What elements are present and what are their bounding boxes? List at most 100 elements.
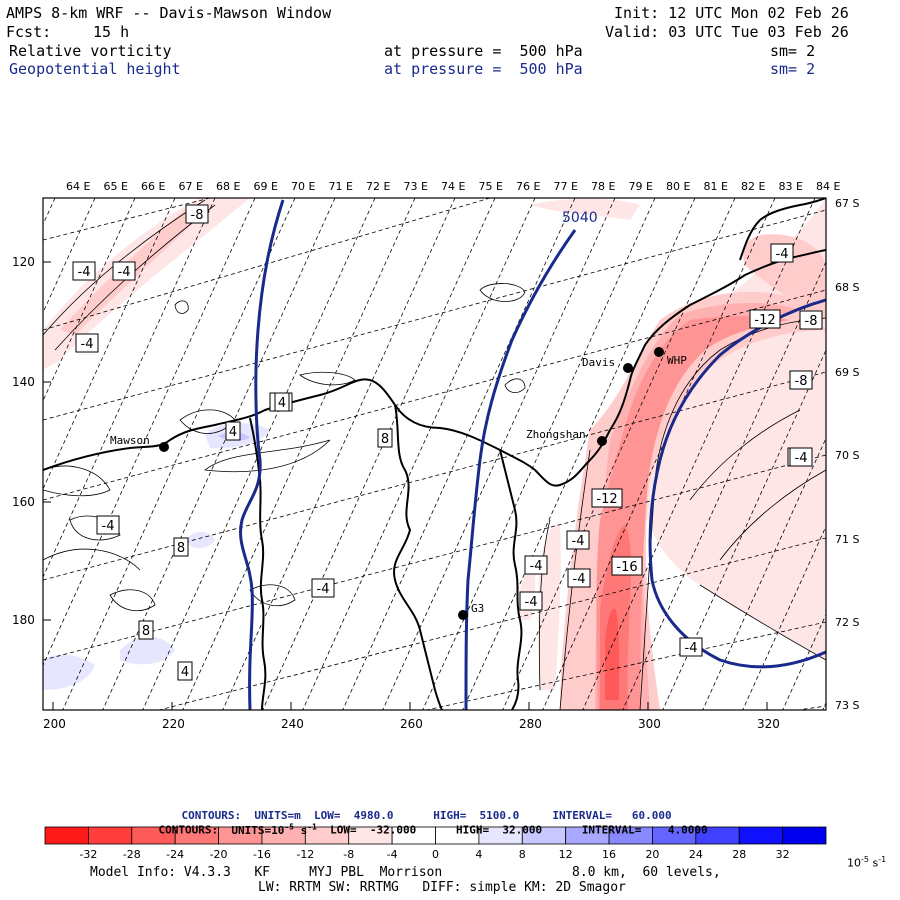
vort-label-box xyxy=(185,204,209,224)
vort-contour xyxy=(504,378,526,393)
latitude-label: 68 S xyxy=(835,281,859,294)
vort-label: 4 xyxy=(229,425,237,440)
colorbar-swatch xyxy=(87,826,133,845)
left-axis-label: 140 xyxy=(12,375,35,389)
longitude-label: 74 E xyxy=(441,180,465,193)
longitude-label: 78 E xyxy=(591,180,615,193)
lon-line xyxy=(262,198,496,710)
lon-line xyxy=(542,198,776,710)
latitude-label: 69 S xyxy=(835,366,859,379)
longitude-label: 75 E xyxy=(479,180,503,193)
vort-label: -4 xyxy=(685,641,698,656)
longitude-label: 68 E xyxy=(216,180,240,193)
station-label-whp: WHP xyxy=(667,354,687,367)
station-markers xyxy=(159,347,664,620)
lon-line xyxy=(342,198,576,710)
lon-line xyxy=(502,198,736,710)
lat-line xyxy=(43,454,826,661)
vort-shade-core-peak xyxy=(605,608,620,700)
plot-title: AMPS 8-km WRF -- Davis-Mawson Window xyxy=(6,4,332,22)
vort-contour xyxy=(479,283,526,302)
lon-line xyxy=(462,198,696,710)
model-info-resolution: 8.0 km, 60 levels, xyxy=(572,865,721,880)
colorbar-units: 10-5 s-1 xyxy=(847,855,887,870)
longitude-label: 82 E xyxy=(741,180,765,193)
colorbar-label: 4 xyxy=(475,848,482,861)
field2-smoothing: sm= 2 xyxy=(770,60,816,78)
vort-label: -4 xyxy=(118,265,131,280)
station-label-davis: Davis xyxy=(582,356,615,369)
station-label-g3: G3 xyxy=(471,602,484,615)
lon-line xyxy=(582,198,816,710)
vort-label: -4 xyxy=(573,572,586,587)
longitude-label: 81 E xyxy=(704,180,728,193)
lon-line xyxy=(382,198,616,710)
vort-label-box xyxy=(96,515,120,535)
latitude-label: 71 S xyxy=(835,533,859,546)
vort-label: -8 xyxy=(795,374,808,389)
bottom-axis-labels: 200 220 240 260 280 300 320 xyxy=(43,717,780,731)
vort-label: -12 xyxy=(754,313,775,328)
height-contour-low: LOW= 4980.0 xyxy=(313,809,394,822)
vort-label-box xyxy=(75,333,99,353)
height-contour-units: UNITS=m xyxy=(254,809,301,822)
field2-name: Geopotential height xyxy=(9,60,181,78)
station-dot-zhongshan xyxy=(597,436,607,446)
longitude-label: 72 E xyxy=(366,180,390,193)
vorticity-labels: -8 -4 -4 -4 -4 -8 -12 -8 -4 -4 4 8 -4 4 8 -4 8 4 -12 -4 -16 -… xyxy=(72,204,823,681)
vort-contour xyxy=(559,449,591,710)
vort-label-box xyxy=(799,310,823,330)
colorbar-swatch xyxy=(44,826,89,845)
coast-amery-east xyxy=(499,449,523,710)
vort-pos-sw xyxy=(43,654,95,690)
lat-line xyxy=(157,537,826,710)
vort-label-box xyxy=(311,578,335,598)
vort-contour-units: UNITS=10-5 s-1 xyxy=(231,822,317,837)
vorticity-contour-info: CONTOURS: UNITS=10-5 s-1 LOW= -32.000 HI… xyxy=(132,812,708,847)
colorbar-label: 32 xyxy=(776,848,790,861)
vort-label-box xyxy=(749,309,781,329)
vort-label: -4 xyxy=(525,595,538,610)
station-label-mawson: Mawson xyxy=(110,434,150,447)
vort-label-box xyxy=(177,661,193,681)
colorbar-label: 28 xyxy=(732,848,746,861)
vort-label: 8 xyxy=(381,432,389,447)
lon-line xyxy=(43,198,256,667)
longitude-label: 64 E xyxy=(66,180,90,193)
vort-label: -4 xyxy=(102,519,115,534)
height-label-5040: 5040 xyxy=(562,210,598,226)
colorbar-label: -28 xyxy=(123,848,141,861)
lon-line xyxy=(43,198,216,579)
vort-contour xyxy=(109,589,156,612)
vort-label: -4 xyxy=(81,337,94,352)
colorbar-label: 8 xyxy=(519,848,526,861)
vort-label-box xyxy=(138,620,154,640)
forecast-label: Fcst: xyxy=(6,23,52,41)
latlon-grid xyxy=(43,198,826,710)
lon-line xyxy=(62,198,296,710)
colorbar: -32 -28 -24 -20 -16 -12 -8 -4 0 4 8 12 16 20 24 28 32 xyxy=(44,826,827,861)
colorbar-swatch xyxy=(738,826,784,845)
height-contour-east xyxy=(648,298,826,669)
vort-contour xyxy=(689,409,801,501)
latitude-label: 72 S xyxy=(835,616,859,629)
longitude-label: 83 E xyxy=(779,180,803,193)
coast-ne xyxy=(739,198,826,261)
vort-label-box xyxy=(377,428,393,448)
vort-label-box xyxy=(789,370,813,390)
init-time: Init: 12 UTC Mon 02 Feb 26 xyxy=(614,4,849,22)
left-axis-label: 180 xyxy=(12,613,35,627)
longitude-label: 77 E xyxy=(554,180,578,193)
vort-label: -8 xyxy=(805,314,818,329)
vort-label: -16 xyxy=(616,560,637,575)
vort-label: -4 xyxy=(78,265,91,280)
lon-line xyxy=(702,437,826,710)
vort-label: -12 xyxy=(596,492,617,507)
station-dot-mawson xyxy=(159,442,169,452)
vort-label-box xyxy=(567,568,591,588)
axis-ticks xyxy=(43,261,768,710)
colorbar-label: -4 xyxy=(387,848,398,861)
lat-line xyxy=(424,621,826,710)
colorbar-swatch xyxy=(782,826,827,845)
